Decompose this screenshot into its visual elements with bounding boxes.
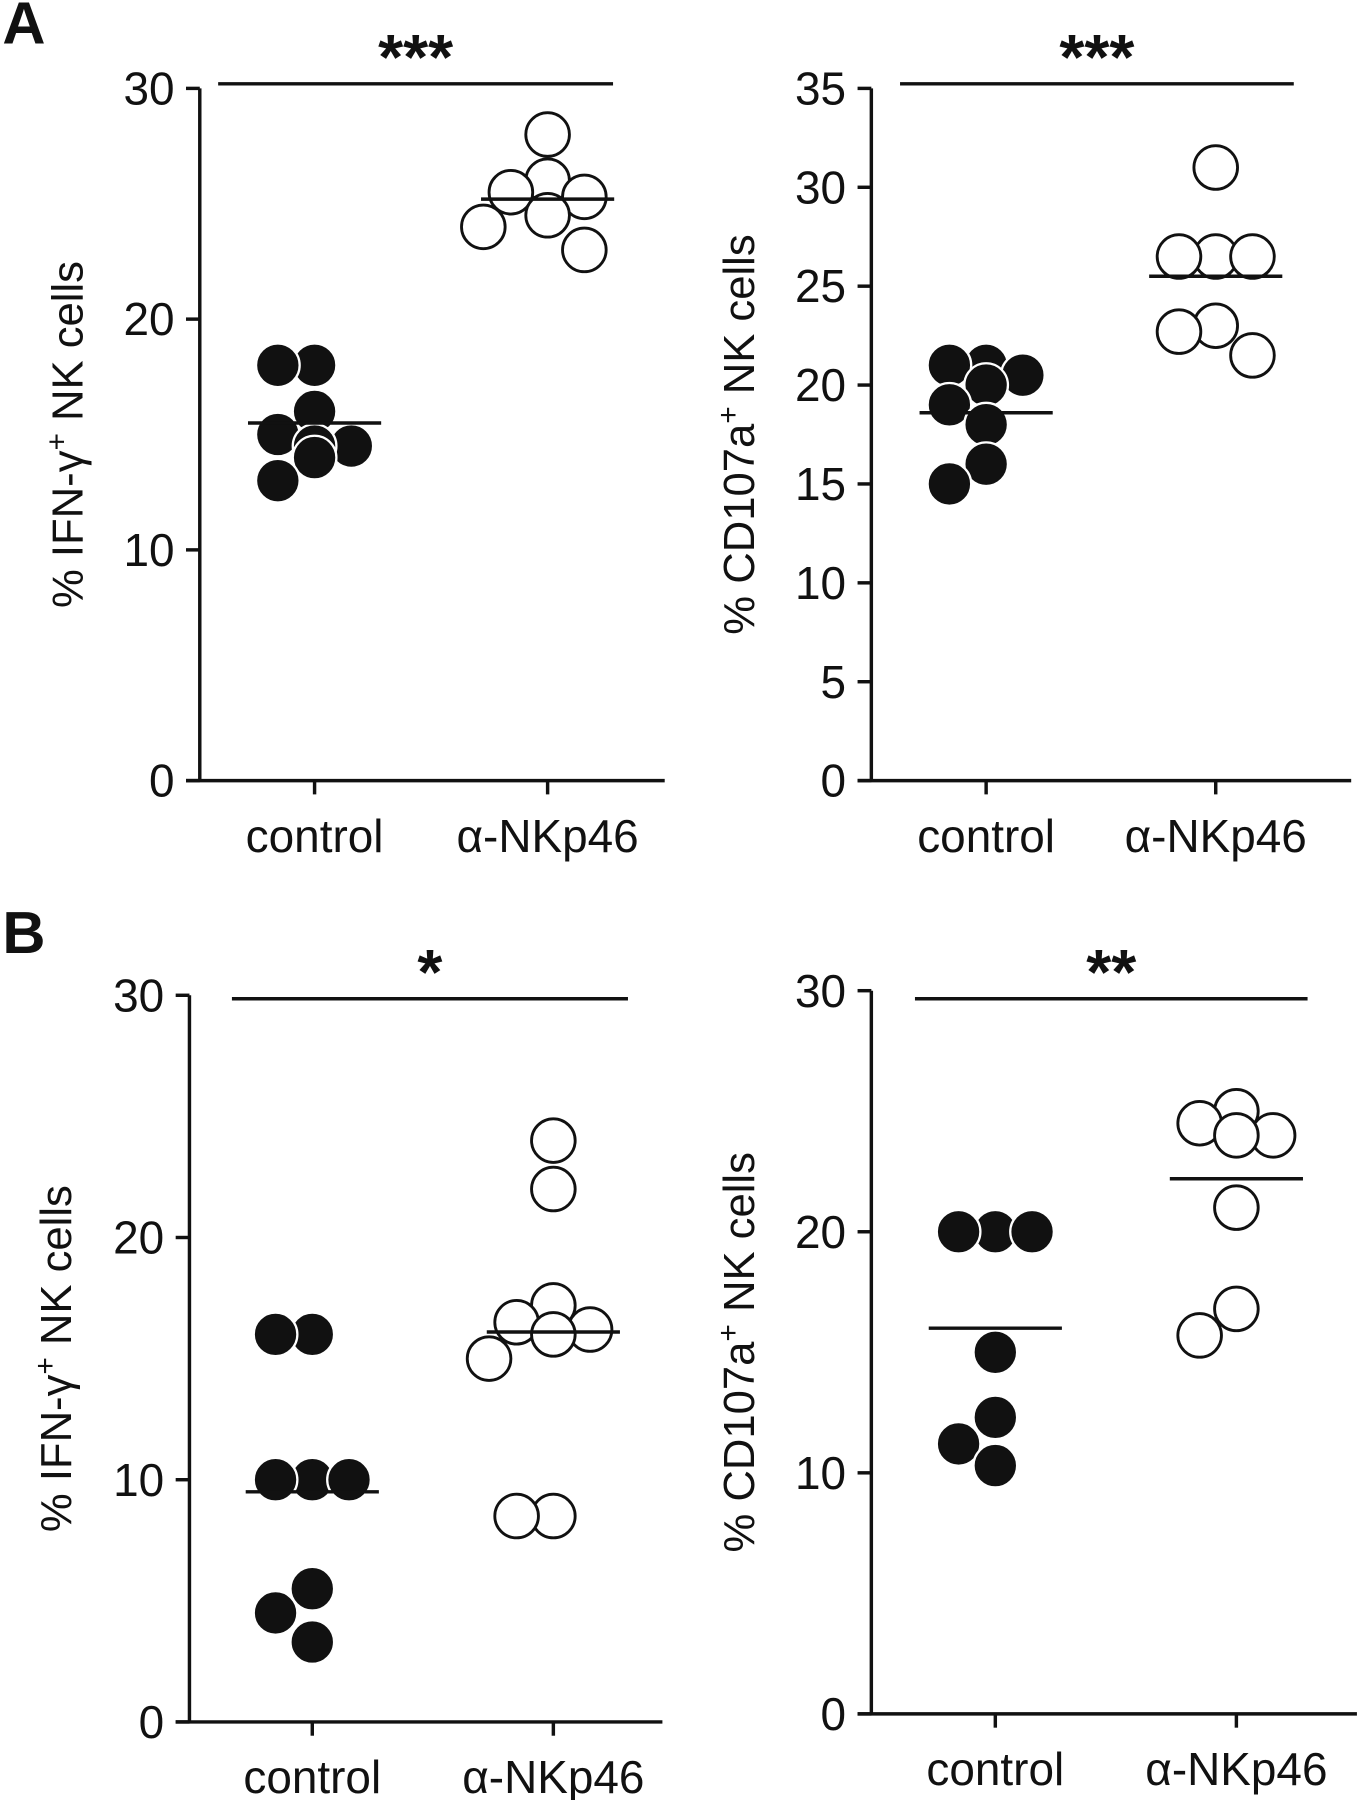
y-label-main: % CD107a — [716, 423, 764, 635]
y-tick-label: 30 — [795, 161, 846, 213]
y-axis-label: % CD107a+ NK cells — [712, 1152, 764, 1552]
y-tick-label: 35 — [795, 62, 846, 114]
y-label-sup: + — [41, 433, 74, 450]
y-tick-label: 10 — [113, 1454, 164, 1506]
x-tick-label: control — [917, 810, 1055, 862]
data-point-control — [254, 457, 301, 504]
y-label-rest: NK cells — [45, 261, 93, 433]
data-point-control — [963, 401, 1010, 448]
y-tick-label: 0 — [821, 755, 847, 807]
data-point-anti-nkp46 — [493, 1492, 540, 1540]
chart-panel-4: 0 10 20 30 control α-NKp46 % CD107a+ NK cells *… — [712, 936, 1357, 1795]
x-tick-label: α-NKp46 — [462, 1751, 644, 1800]
data-point-control — [972, 1394, 1019, 1441]
y-tick-label: 0 — [139, 1696, 165, 1748]
y-label-main: % CD107a — [716, 1341, 764, 1553]
data-point-anti-nkp46 — [561, 226, 608, 274]
data-point-anti-nkp46 — [487, 168, 535, 216]
y-axis-label: % IFN-γ+ NK cells — [41, 261, 93, 608]
y-label-rest: NK cells — [716, 234, 764, 406]
y-tick-label: 30 — [795, 965, 846, 1017]
data-point-control — [252, 1456, 299, 1503]
y-tick-label: 10 — [795, 557, 846, 609]
data-point-anti-nkp46 — [1213, 1112, 1260, 1159]
y-label-sup: + — [712, 1324, 745, 1341]
data-point-control — [254, 342, 301, 389]
significance-stars: *** — [378, 21, 453, 93]
data-point-anti-nkp46 — [530, 1311, 577, 1358]
data-point-anti-nkp46 — [1155, 233, 1203, 280]
significance-stars: * — [417, 936, 442, 1008]
y-tick-label: 5 — [821, 656, 847, 708]
data-point-anti-nkp46 — [1213, 1184, 1260, 1231]
data-point-anti-nkp46 — [1229, 233, 1276, 280]
x-tick-label: control — [246, 810, 384, 862]
data-point-anti-nkp46 — [465, 1335, 513, 1382]
data-point-control — [291, 434, 338, 481]
y-label-sup: + — [29, 1357, 62, 1374]
x-tick-label: control — [926, 1743, 1064, 1795]
data-point-anti-nkp46 — [1192, 144, 1239, 191]
x-tick-label: control — [243, 1751, 381, 1800]
data-point-anti-nkp46 — [1229, 332, 1276, 379]
significance-stars: ** — [1086, 936, 1136, 1008]
data-point-anti-nkp46 — [524, 111, 571, 158]
y-axis-label: % IFN-γ+ NK cells — [29, 1185, 81, 1532]
data-point-control — [252, 1311, 299, 1358]
data-point-control — [289, 1565, 336, 1612]
y-label-rest: NK cells — [33, 1185, 81, 1357]
y-tick-label: 20 — [113, 1212, 164, 1264]
chart-panel-3: B 0 10 20 30 control α-NKp46 % IFN-γ+ NK cells * — [2, 899, 663, 1800]
data-point-control — [926, 381, 973, 428]
y-label-rest: NK cells — [716, 1152, 764, 1324]
data-point-control — [972, 1442, 1019, 1489]
y-label-main: % IFN-γ — [45, 450, 93, 608]
data-point-control — [972, 1329, 1019, 1376]
significance-stars: *** — [1059, 21, 1134, 93]
chart-panel-2: 0 5 10 15 20 25 30 35 control α-NKp46 % CD107a+ NK… — [712, 21, 1352, 862]
data-point-control — [935, 1208, 982, 1255]
y-tick-label: 20 — [795, 359, 846, 411]
data-point-anti-nkp46 — [530, 1165, 577, 1213]
data-point-control — [326, 1456, 372, 1503]
y-tick-label: 10 — [123, 524, 174, 576]
panel-label: A — [2, 0, 45, 57]
data-point-control — [252, 1589, 299, 1636]
data-point-anti-nkp46 — [524, 192, 571, 239]
y-tick-label: 0 — [149, 755, 175, 807]
y-label-sup: + — [712, 406, 745, 423]
y-axis-label: % CD107a+ NK cells — [712, 234, 764, 634]
y-tick-label: 20 — [123, 293, 174, 345]
x-tick-label: α-NKp46 — [1125, 810, 1307, 862]
y-tick-label: 20 — [795, 1206, 846, 1258]
data-point-control — [1009, 1208, 1056, 1255]
data-point-control — [963, 441, 1010, 488]
data-point-anti-nkp46 — [1176, 1312, 1223, 1359]
data-point-anti-nkp46 — [1213, 1285, 1260, 1333]
y-tick-label: 30 — [113, 969, 164, 1021]
y-tick-label: 15 — [795, 458, 846, 510]
y-tick-label: 30 — [123, 62, 174, 114]
data-point-anti-nkp46 — [530, 1117, 577, 1164]
y-label-main: % IFN-γ — [33, 1374, 81, 1532]
y-tick-label: 25 — [795, 260, 846, 312]
data-point-control — [926, 460, 973, 507]
data-point-anti-nkp46 — [1155, 308, 1203, 355]
panel-label: B — [2, 899, 45, 966]
chart-panel-1: A 0 10 20 30 control α-NKp46 % IFN-γ+ NK cells *… — [2, 0, 665, 862]
data-point-anti-nkp46 — [561, 173, 608, 221]
x-tick-label: α-NKp46 — [1145, 1743, 1327, 1795]
y-tick-label: 0 — [821, 1688, 847, 1740]
data-point-anti-nkp46 — [460, 203, 507, 251]
data-point-control — [289, 1619, 336, 1665]
data-point-control — [935, 1420, 982, 1467]
y-tick-label: 10 — [795, 1447, 846, 1499]
x-tick-label: α-NKp46 — [457, 810, 639, 862]
